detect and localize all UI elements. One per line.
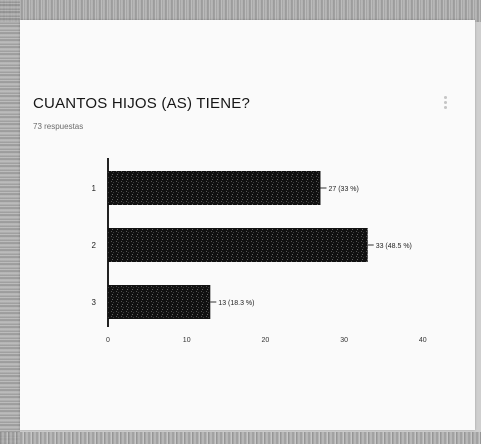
bar-1 (108, 171, 321, 205)
question-title: CUANTOS HIJOS (AS) TIENE? (33, 95, 250, 112)
more-vert-icon[interactable] (438, 94, 452, 112)
category-label: 3 (92, 298, 97, 307)
x-tick-label: 0 (106, 337, 110, 344)
data-label: 13 (18.3 %) (218, 300, 254, 307)
category-label: 2 (92, 241, 97, 250)
category-label: 1 (92, 184, 97, 193)
x-tick-label: 30 (340, 337, 348, 344)
data-label: 27 (33 %) (328, 186, 358, 193)
x-tick-label: 10 (183, 337, 191, 344)
bar-3 (108, 285, 211, 319)
response-count: 73 respuestas (33, 122, 84, 131)
x-tick-label: 40 (419, 337, 427, 344)
scan-edge-bottom (0, 432, 481, 444)
question-card (20, 20, 475, 430)
bar-2 (108, 228, 368, 262)
x-tick-label: 20 (262, 337, 270, 344)
scan-edge-left (0, 0, 20, 444)
data-label: 33 (48.5 %) (376, 243, 412, 250)
scan-edge-top (0, 0, 481, 22)
